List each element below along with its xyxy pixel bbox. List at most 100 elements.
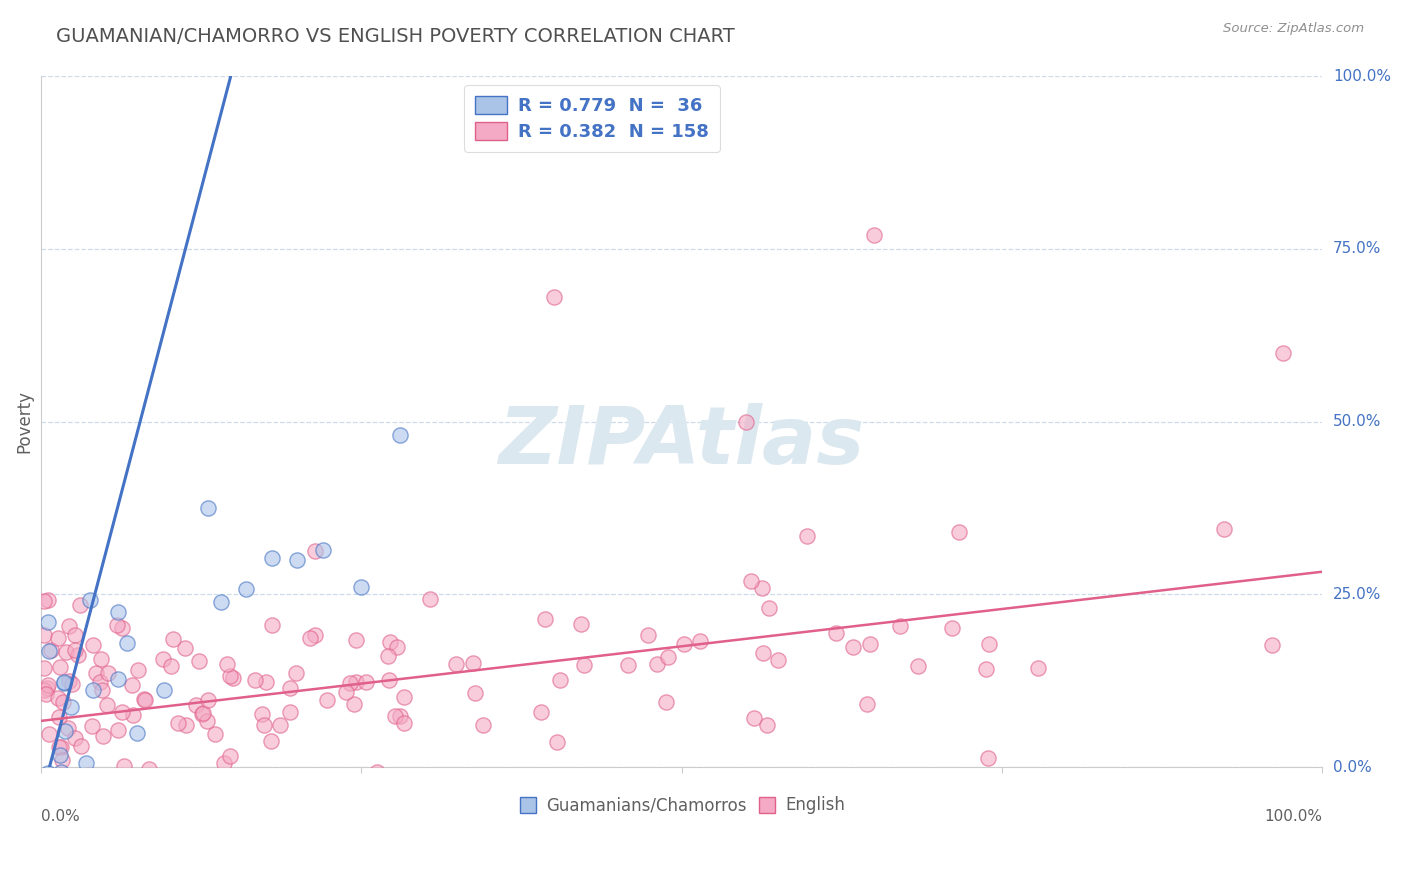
- Point: [1272, 345, 1295, 359]
- Point: [335, 684, 357, 698]
- Point: [1212, 522, 1234, 536]
- Point: [127, 726, 149, 740]
- Point: [859, 636, 882, 650]
- Point: [63, 643, 86, 657]
- Point: [96, 698, 118, 713]
- Point: [112, 759, 135, 773]
- Point: [218, 748, 240, 763]
- Point: [49, 739, 72, 754]
- Point: [278, 681, 301, 696]
- Point: [41, 802, 63, 816]
- Point: [184, 698, 207, 712]
- Point: [72, 802, 94, 816]
- Point: [107, 605, 129, 619]
- Point: [152, 682, 174, 697]
- Point: [110, 706, 132, 720]
- Point: [46, 631, 69, 645]
- Point: [135, 788, 157, 802]
- Point: [35, 681, 58, 695]
- Point: [304, 544, 326, 558]
- Point: [796, 528, 818, 542]
- Point: [209, 595, 232, 609]
- Point: [262, 618, 284, 632]
- Point: [907, 659, 929, 673]
- Point: [38, 802, 60, 816]
- Point: [197, 693, 219, 707]
- Point: [250, 707, 273, 722]
- Y-axis label: Poverty: Poverty: [15, 390, 32, 453]
- Point: [56, 788, 79, 802]
- Point: [48, 780, 70, 795]
- Point: [49, 770, 72, 784]
- Point: [91, 683, 114, 698]
- Point: [52, 674, 75, 689]
- Point: [253, 718, 276, 732]
- Point: [356, 674, 378, 689]
- Point: [673, 637, 696, 651]
- Point: [167, 715, 190, 730]
- Point: [32, 683, 55, 698]
- Point: [546, 734, 568, 748]
- Point: [55, 645, 77, 659]
- Point: [49, 764, 72, 779]
- Point: [534, 612, 557, 626]
- Point: [530, 705, 553, 719]
- Point: [280, 705, 302, 719]
- Point: [977, 751, 1000, 765]
- Point: [70, 739, 93, 753]
- Point: [82, 683, 104, 698]
- Point: [58, 618, 80, 632]
- Point: [58, 788, 80, 802]
- Point: [69, 598, 91, 612]
- Point: [84, 665, 107, 680]
- Point: [569, 617, 592, 632]
- Point: [48, 739, 70, 754]
- Text: GUAMANIAN/CHAMORRO VS ENGLISH POVERTY CORRELATION CHART: GUAMANIAN/CHAMORRO VS ENGLISH POVERTY CO…: [56, 27, 735, 45]
- Point: [689, 634, 711, 648]
- Point: [37, 796, 59, 810]
- Point: [121, 678, 143, 692]
- Point: [152, 651, 174, 665]
- Point: [366, 764, 388, 779]
- Point: [388, 427, 411, 442]
- Point: [344, 632, 367, 647]
- Point: [752, 646, 775, 660]
- Point: [825, 626, 848, 640]
- Point: [35, 687, 58, 701]
- Text: Source: ZipAtlas.com: Source: ZipAtlas.com: [1223, 22, 1364, 36]
- Point: [343, 697, 366, 711]
- Point: [49, 747, 72, 762]
- Point: [315, 693, 337, 707]
- Point: [56, 802, 79, 816]
- Point: [46, 690, 69, 705]
- Point: [107, 672, 129, 686]
- Point: [32, 628, 55, 642]
- Point: [543, 290, 565, 304]
- Point: [977, 637, 1000, 651]
- Point: [862, 227, 884, 242]
- Point: [155, 788, 177, 802]
- Text: 25.0%: 25.0%: [1333, 587, 1381, 602]
- Point: [134, 693, 156, 707]
- Point: [49, 659, 72, 673]
- Point: [38, 727, 60, 741]
- Point: [222, 671, 245, 685]
- Point: [37, 766, 59, 780]
- Point: [195, 714, 218, 728]
- Point: [841, 640, 863, 655]
- Point: [617, 658, 640, 673]
- Point: [55, 769, 77, 783]
- Point: [284, 665, 307, 680]
- Point: [889, 619, 911, 633]
- Point: [392, 716, 415, 731]
- Point: [56, 721, 79, 735]
- Point: [1260, 639, 1282, 653]
- Point: [111, 621, 134, 635]
- Point: [637, 628, 659, 642]
- Point: [82, 639, 104, 653]
- Point: [388, 788, 411, 802]
- Point: [77, 767, 100, 781]
- Point: [32, 594, 55, 608]
- Point: [58, 674, 80, 689]
- Point: [380, 634, 402, 648]
